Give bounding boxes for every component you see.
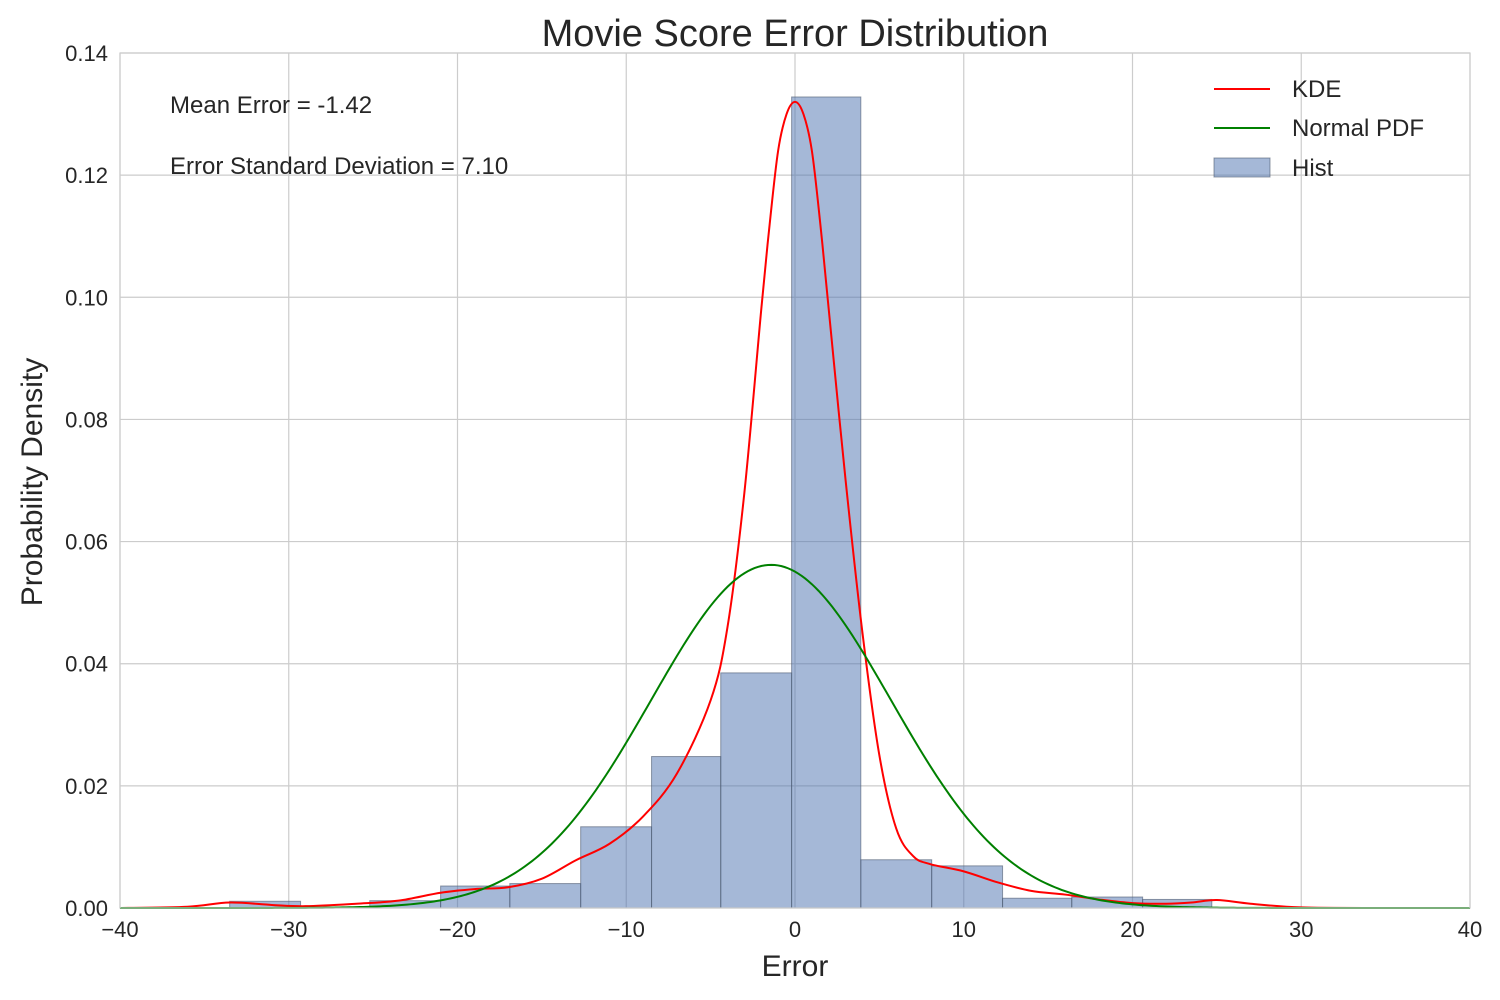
legend-kde-label: KDE (1292, 76, 1341, 103)
x-tick-label: 20 (1120, 917, 1144, 942)
hist-bar (720, 672, 793, 909)
annotation-mean-error: Mean Error = -1.42 (170, 92, 372, 119)
x-tick-label: 40 (1458, 917, 1482, 942)
x-tick-label: 0 (789, 917, 801, 942)
y-tick-label: 0.06 (65, 530, 108, 555)
y-tick-labels: 0.00 0.02 0.04 0.06 0.08 0.10 0.12 0.14 (65, 41, 108, 921)
legend: KDE Normal PDF Hist (1213, 76, 1424, 182)
legend-hist-label: Hist (1292, 155, 1334, 182)
x-tick-label: −10 (608, 917, 645, 942)
hist-bar (1002, 897, 1073, 909)
y-tick-label: 0.10 (65, 285, 108, 310)
plot-frame (119, 52, 1471, 909)
x-tick-label: 10 (952, 917, 976, 942)
chart-title: Movie Score Error Distribution (542, 13, 1049, 55)
hist-bar (791, 96, 862, 909)
hist-bar (509, 883, 582, 909)
x-tick-label: −20 (439, 917, 476, 942)
y-tick-label: 0.02 (65, 774, 108, 799)
x-tick-labels: −40 −30 −20 −10 0 10 20 30 40 (101, 917, 1482, 942)
y-tick-label: 0.14 (65, 41, 108, 66)
y-tick-label: 0.12 (65, 163, 108, 188)
legend-normal-pdf-label: Normal PDF (1292, 115, 1424, 142)
y-axis-label: Probability Density (16, 358, 49, 606)
x-tick-label: 30 (1289, 917, 1313, 942)
x-axis-label: Error (762, 950, 829, 983)
y-tick-label: 0.08 (65, 407, 108, 432)
x-tick-label: −30 (270, 917, 307, 942)
y-tick-label: 0.00 (65, 896, 108, 921)
y-tick-label: 0.04 (65, 652, 108, 677)
legend-hist-swatch (1213, 157, 1271, 178)
hist-bar (651, 756, 722, 909)
annotation-error-std: Error Standard Deviation = 7.10 (170, 153, 508, 180)
hist-bar (860, 859, 933, 909)
x-tick-label: −40 (101, 917, 138, 942)
